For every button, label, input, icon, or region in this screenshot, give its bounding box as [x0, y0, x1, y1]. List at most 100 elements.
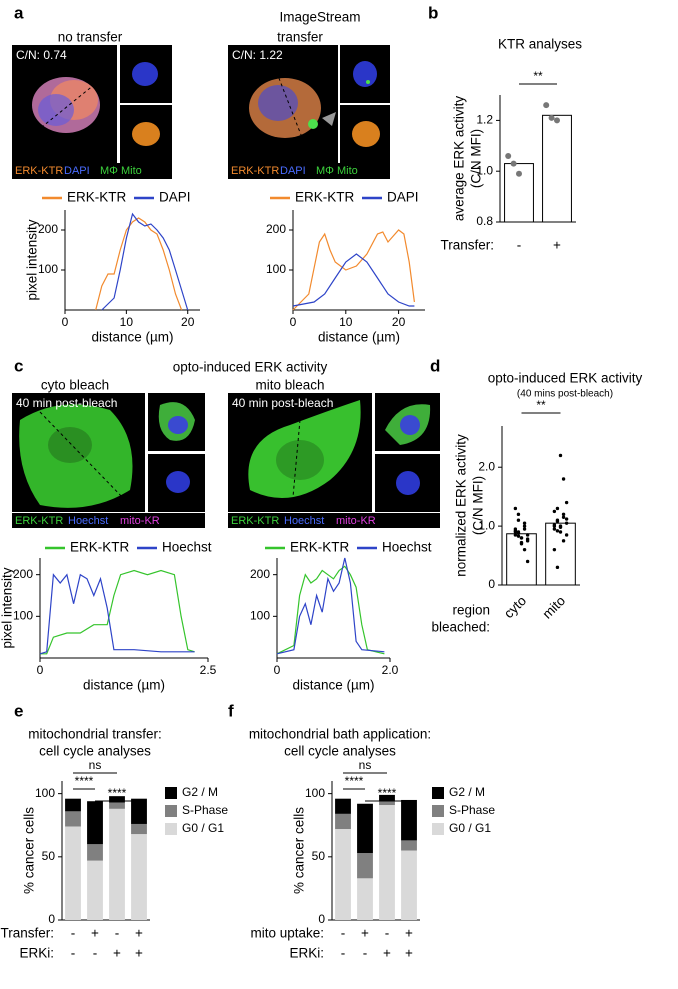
- bar-segment: [357, 853, 373, 879]
- bar-segment: [109, 808, 125, 920]
- x-axis-label: distance (µm): [318, 330, 400, 345]
- chart-title: mitochondrial bath application:: [249, 727, 431, 742]
- channel-label: ERK-KTR: [231, 165, 279, 177]
- condition-level: -: [385, 926, 390, 941]
- y-tick-label: 50: [312, 849, 326, 863]
- y-tick-label: 1.0: [476, 163, 493, 177]
- line-series: [40, 569, 195, 655]
- y-tick-label: 0.8: [476, 214, 493, 228]
- bar-segment: [65, 811, 81, 827]
- condition-level: -: [71, 946, 76, 961]
- data-point: [543, 102, 550, 109]
- y-tick-label: 100: [305, 786, 325, 800]
- data-point: [564, 500, 569, 505]
- y-tick-label: 50: [42, 849, 56, 863]
- data-point: [519, 540, 524, 545]
- bar-segment: [401, 840, 417, 851]
- x-axis-label: distance (µm): [83, 678, 165, 693]
- x-tick-label: 0: [290, 315, 297, 329]
- condition-level: -: [341, 926, 346, 941]
- bar: [542, 114, 572, 223]
- condition-level: +: [405, 926, 413, 941]
- data-point: [513, 533, 518, 537]
- y-tick-label: 0: [488, 577, 495, 591]
- bar-segment: [401, 850, 417, 920]
- x-tick-label: 2.5: [200, 663, 217, 677]
- bar-segment: [401, 799, 417, 841]
- y-tick-label: 100: [266, 262, 286, 276]
- channel-label: ERK-KTR: [15, 515, 63, 527]
- chart-title: KTR analyses: [498, 37, 582, 52]
- condition-level: -: [363, 946, 368, 961]
- panel-letter: d: [430, 356, 440, 375]
- legend-label: S-Phase: [449, 803, 495, 817]
- y-tick-label: 2.0: [478, 459, 495, 473]
- legend-swatch: [165, 805, 177, 817]
- bar-segment: [87, 860, 103, 920]
- line-series: [276, 565, 385, 655]
- data-point: [555, 519, 560, 524]
- data-point: [516, 518, 521, 522]
- data-point: [522, 547, 527, 552]
- data-point: [522, 521, 527, 525]
- condition-level: -: [341, 946, 346, 961]
- y-tick-label: 0: [48, 912, 55, 926]
- panel-letter: a: [14, 3, 24, 22]
- condition-level: +: [113, 946, 121, 961]
- bar-segment: [87, 844, 103, 861]
- data-point: [519, 536, 524, 540]
- legend-label: G2 / M: [182, 785, 218, 799]
- data-point: [558, 530, 563, 534]
- significance-label: **: [536, 398, 546, 412]
- y-axis-label: % cancer cells: [22, 807, 37, 894]
- panel-letter: c: [14, 356, 23, 375]
- y-axis-label: (C/N MFI): [471, 476, 486, 535]
- condition-label: ERKi:: [19, 946, 54, 961]
- data-point: [522, 527, 527, 531]
- legend-swatch: [432, 805, 444, 817]
- y-tick-label: 100: [13, 609, 33, 623]
- legend-swatch: [432, 787, 444, 799]
- x-tick-label: -: [517, 238, 522, 253]
- condition-label: ERKi:: [289, 946, 324, 961]
- ratio-label: C/N: 1.22: [232, 48, 283, 62]
- channel-label: MΦ Mito: [316, 165, 358, 177]
- bar-segment: [379, 801, 395, 806]
- data-point: [548, 114, 555, 121]
- condition: mito bleach: [255, 378, 324, 393]
- data-point: [516, 170, 522, 177]
- channel-label: ERK-KTR: [231, 515, 279, 527]
- data-point: [555, 506, 560, 511]
- bar-segment: [65, 826, 81, 920]
- bar-segment: [131, 834, 147, 920]
- significance-label: **: [533, 69, 543, 83]
- data-point: [510, 160, 517, 167]
- channel-label: Hoechst: [284, 515, 324, 527]
- condition: transfer: [277, 30, 323, 45]
- condition-level: +: [91, 926, 99, 941]
- data-point: [516, 512, 521, 517]
- condition-level: -: [115, 926, 120, 941]
- data-point: [516, 534, 521, 538]
- channel-label: mito-KR: [336, 515, 376, 527]
- bar-segment: [109, 796, 125, 803]
- condition-label: mito uptake:: [250, 926, 324, 941]
- data-point: [525, 559, 530, 564]
- chart-title: mitochondrial transfer:: [28, 727, 162, 742]
- channel-label: Hoechst: [68, 515, 108, 527]
- x-axis-label: distance (µm): [91, 330, 173, 345]
- panel-letter: f: [228, 701, 234, 720]
- condition: cyto bleach: [41, 378, 109, 393]
- data-point: [525, 537, 530, 541]
- significance-label: ns: [359, 758, 372, 772]
- line-series: [292, 229, 415, 311]
- y-tick-label: 1.0: [478, 518, 495, 532]
- condition-level: +: [135, 926, 143, 941]
- x-axis-label: bleached:: [431, 620, 490, 635]
- x-tick-label: 2.0: [382, 663, 399, 677]
- micrograph: C/N: 1.22 ERK-KTR DAPI MΦ Mito: [228, 45, 390, 179]
- significance-label: ns: [89, 758, 102, 772]
- bar-segment: [65, 798, 81, 812]
- significance-label: ****: [345, 774, 364, 788]
- bar-segment: [335, 829, 351, 920]
